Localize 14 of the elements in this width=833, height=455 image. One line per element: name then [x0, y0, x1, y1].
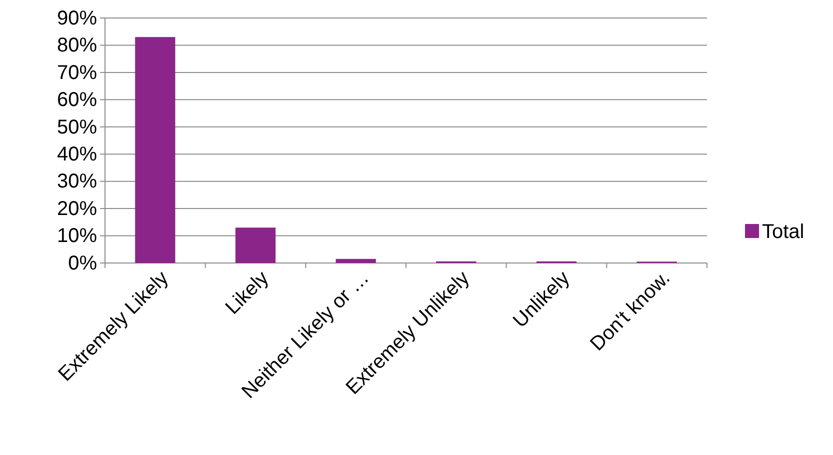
y-tick-label: 80% — [56, 34, 98, 57]
y-tick-label: 90% — [56, 7, 98, 30]
y-tick-label: 20% — [56, 198, 98, 220]
bar — [135, 37, 176, 263]
y-tick-label: 10% — [56, 225, 98, 248]
bar — [235, 228, 276, 263]
y-tick-label: 0% — [68, 252, 98, 274]
y-tick-label: 30% — [56, 170, 98, 193]
y-tick-label: 40% — [56, 144, 98, 166]
y-tick-label: 70% — [56, 62, 98, 84]
legend-label: Total — [762, 221, 804, 243]
y-tick-label: 60% — [56, 89, 98, 112]
y-tick-label: 50% — [56, 116, 98, 138]
bar — [336, 258, 376, 263]
